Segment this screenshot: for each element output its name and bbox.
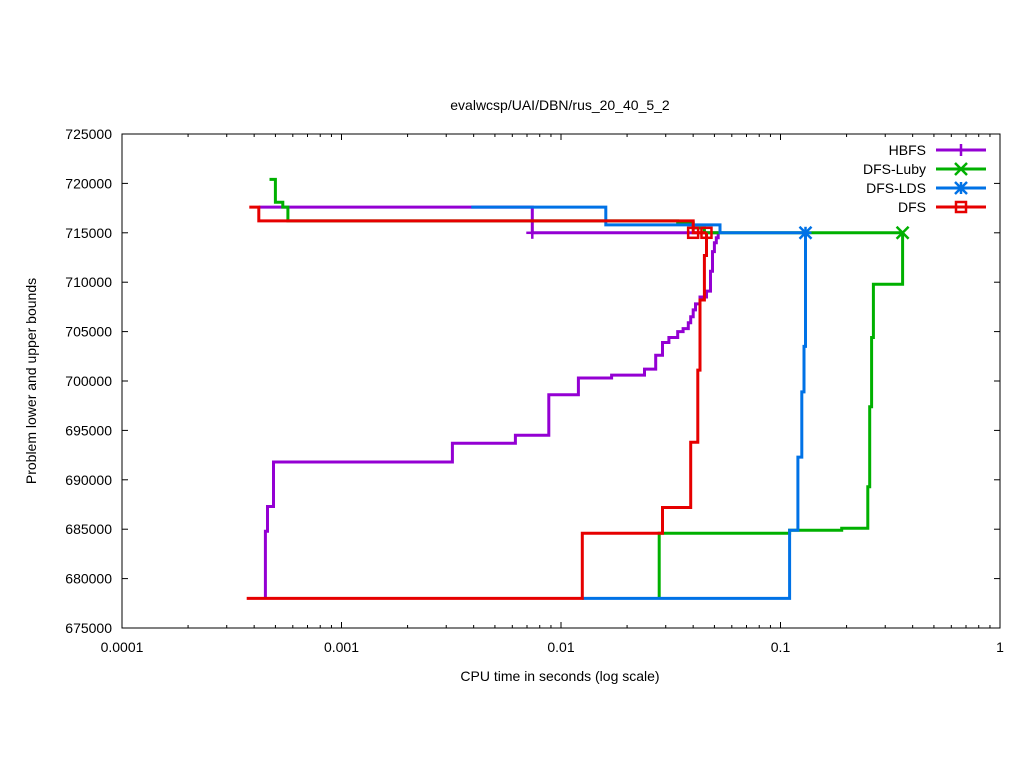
series-lower-bound-line <box>246 232 708 600</box>
y-tick-label: 685000 <box>65 521 112 537</box>
legend-marker <box>954 181 968 195</box>
legend-marker <box>955 144 967 156</box>
x-tick-label: 0.01 <box>547 639 574 655</box>
legend-item: HBFS <box>889 142 986 158</box>
x-axis-label: CPU time in seconds (log scale) <box>460 668 659 684</box>
series-lower-bound-line <box>263 232 720 599</box>
y-tick-label: 675000 <box>65 620 112 636</box>
legend-item: DFS-LDS <box>866 180 986 196</box>
data-point-marker <box>526 226 539 239</box>
legend-item: DFS <box>898 199 986 215</box>
x-axis: 0.0001 0.001 0.01 0.1 1 <box>101 134 1004 655</box>
y-tick-label: 705000 <box>65 324 112 340</box>
x-tick-label: 1 <box>996 639 1004 655</box>
y-axis: 675000 680000 685000 690000 695000 700000 7050… <box>65 126 1000 636</box>
series-lower-bound-line <box>582 232 807 600</box>
y-tick-label: 725000 <box>65 126 112 142</box>
chart-title: evalwcsp/UAI/DBN/rus_20_40_5_2 <box>450 97 670 113</box>
y-axis-label: Problem lower and upper bounds <box>23 278 39 484</box>
series-upper-bound-line <box>249 205 707 235</box>
series-dfs-lds <box>471 205 813 600</box>
series-lower-bound-line <box>657 232 905 599</box>
y-tick-label: 710000 <box>65 274 112 290</box>
legend-item: DFS-Luby <box>863 161 986 177</box>
x-tick-label: 0.1 <box>771 639 791 655</box>
data-point-marker <box>895 225 910 240</box>
series-hbfs <box>258 205 720 599</box>
legend-label: DFS-LDS <box>866 180 926 196</box>
y-tick-label: 690000 <box>65 472 112 488</box>
plot-area <box>246 177 910 600</box>
series-upper-bound-line <box>471 205 806 235</box>
y-tick-label: 680000 <box>65 571 112 587</box>
legend-label: HBFS <box>889 142 926 158</box>
legend-marker <box>954 162 968 176</box>
y-tick-label: 715000 <box>65 225 112 241</box>
y-tick-label: 720000 <box>65 175 112 191</box>
legend-label: DFS <box>898 199 926 215</box>
y-tick-label: 700000 <box>65 373 112 389</box>
legend-marker <box>954 200 968 214</box>
legend: HBFS DFS-Luby DFS-LDS DFS <box>863 142 986 215</box>
legend-label: DFS-Luby <box>863 161 926 177</box>
x-tick-label: 0.0001 <box>101 639 144 655</box>
series-dfs-luby <box>269 177 910 599</box>
data-point-marker <box>686 226 700 240</box>
data-point-marker <box>798 225 813 240</box>
series-dfs <box>246 205 713 600</box>
data-point-marker <box>700 226 713 240</box>
y-tick-label: 695000 <box>65 422 112 438</box>
x-tick-label: 0.001 <box>324 639 359 655</box>
